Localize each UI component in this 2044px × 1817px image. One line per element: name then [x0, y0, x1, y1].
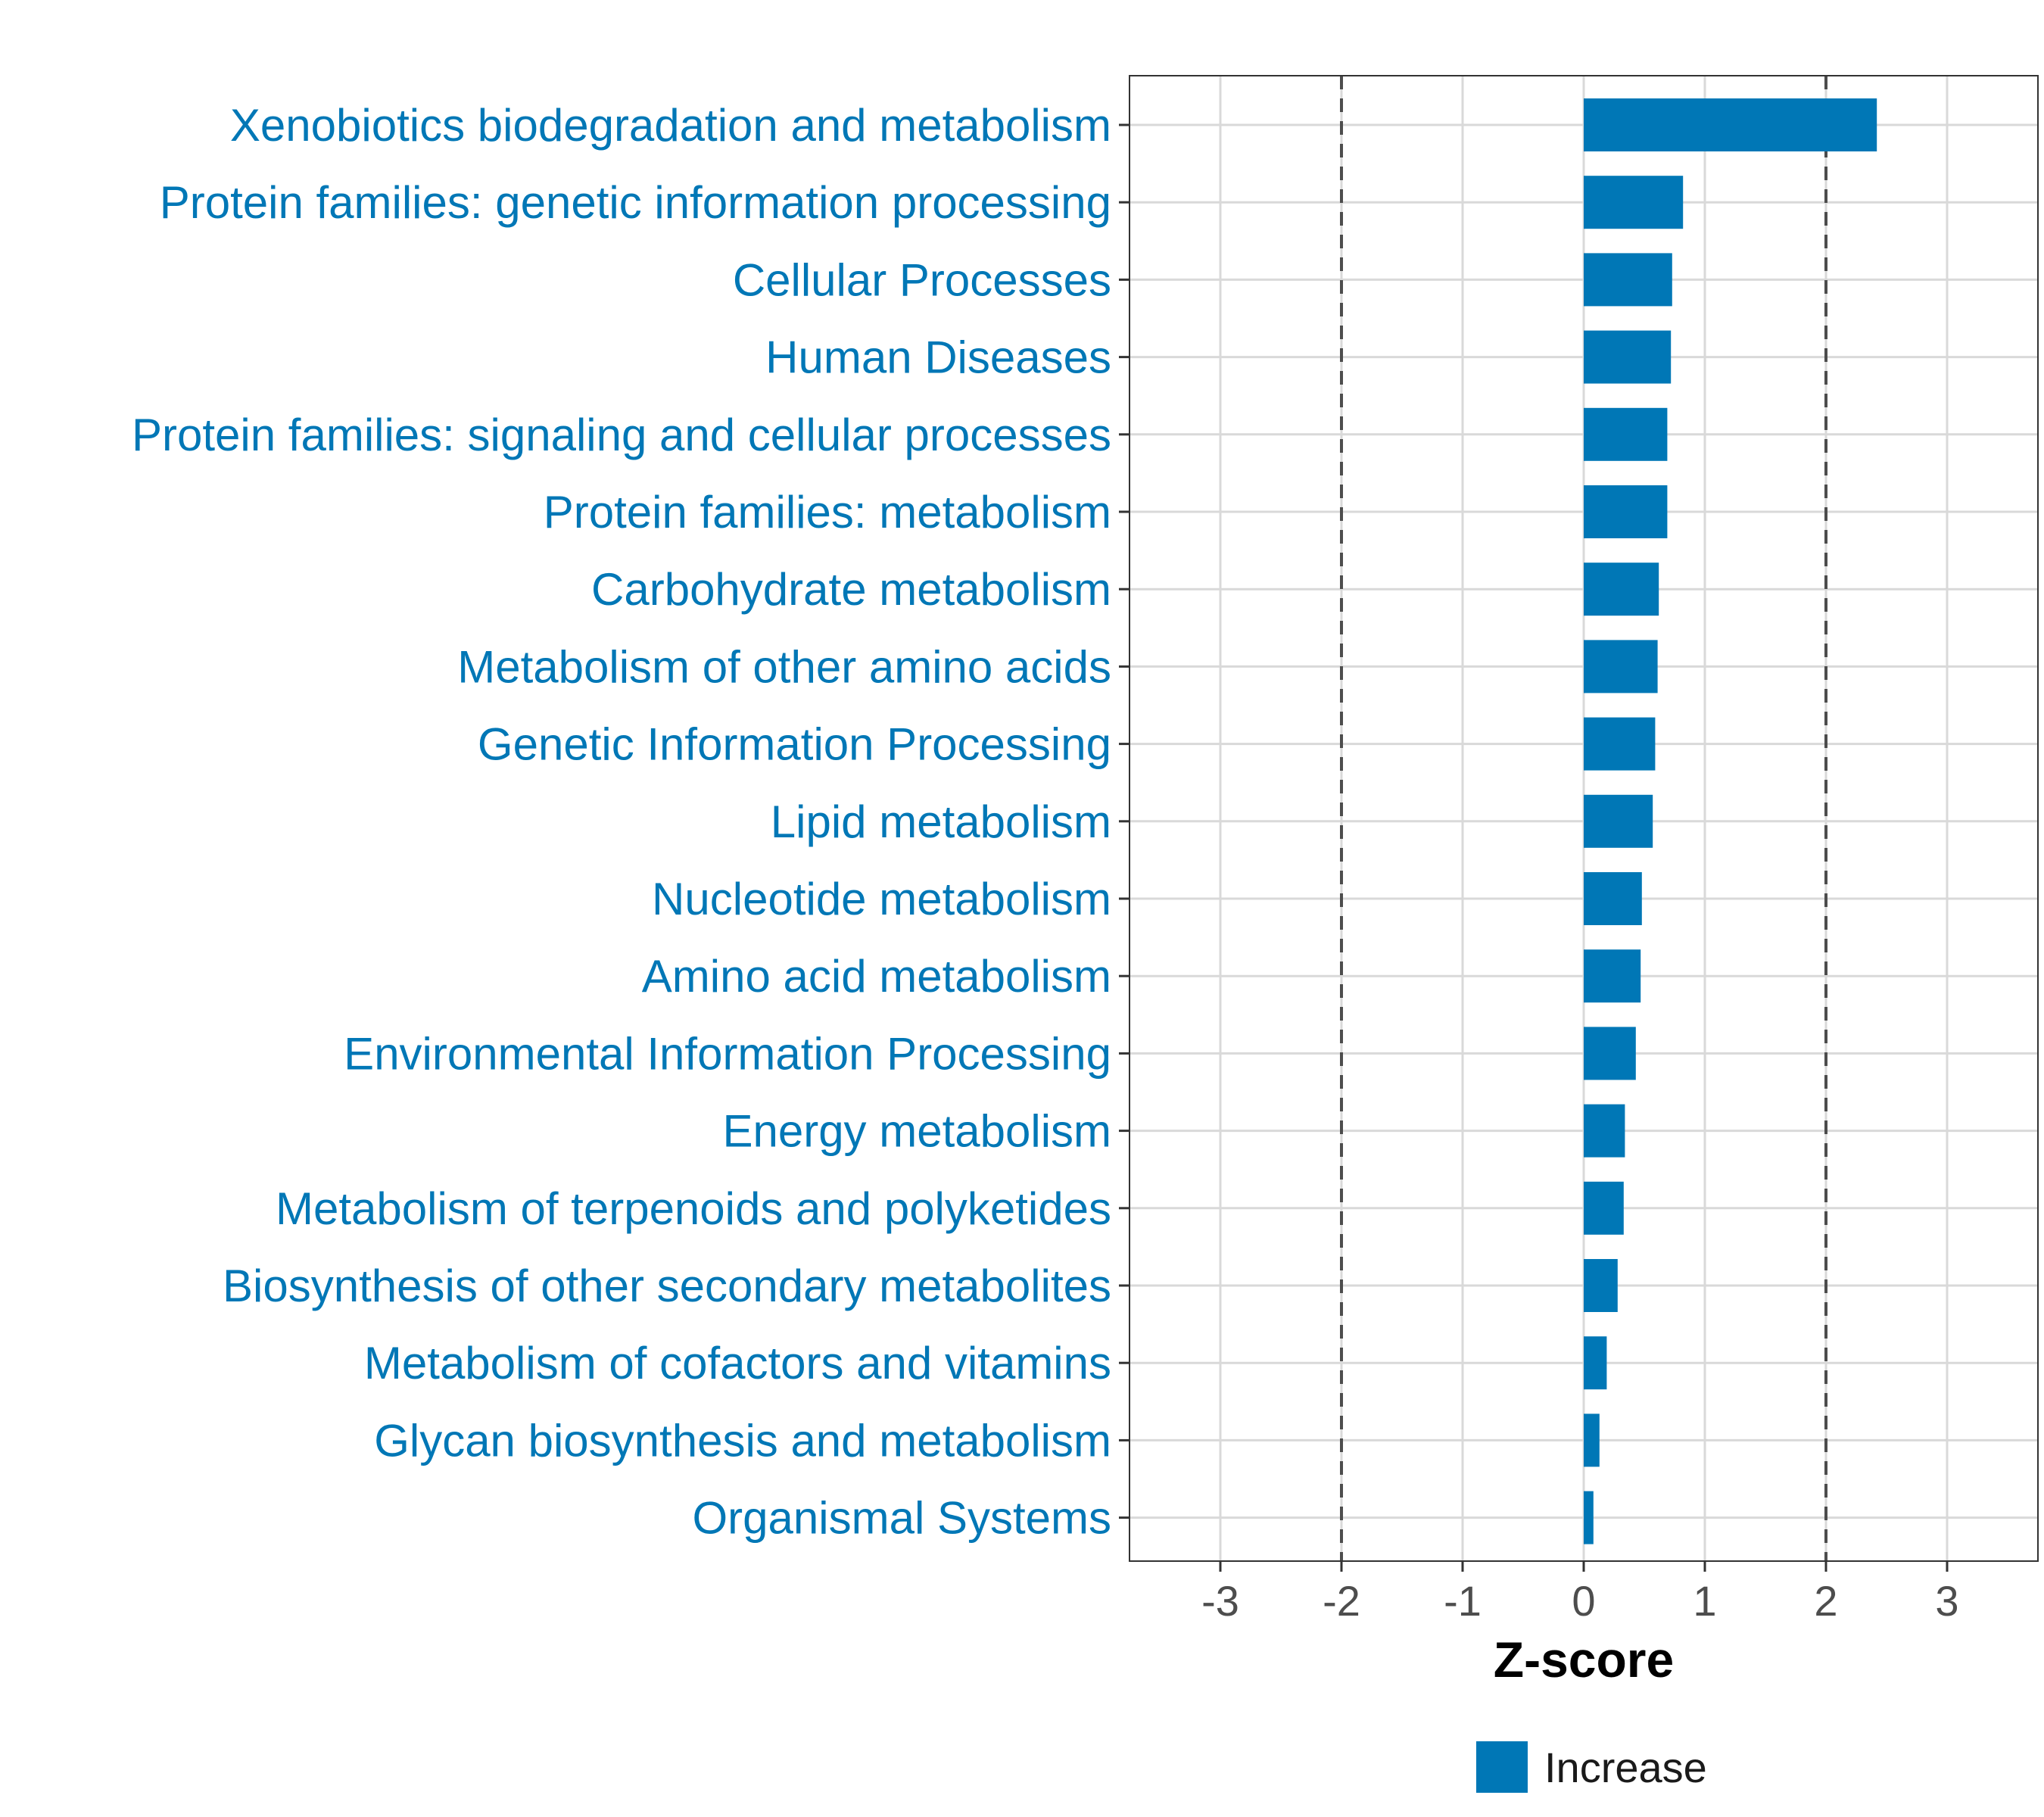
category-label: Protein families: metabolism: [544, 487, 1111, 538]
category-label: Energy metabolism: [722, 1106, 1111, 1157]
category-label: Cellular Processes: [733, 254, 1111, 305]
legend-key-increase: [1476, 1741, 1528, 1793]
category-label: Protein families: genetic information pr…: [160, 177, 1111, 228]
category-label: Carbohydrate metabolism: [591, 564, 1111, 615]
x-tick-label: 2: [1814, 1577, 1837, 1625]
y-axis-labels: Xenobiotics biodegradation and metabolis…: [132, 100, 1111, 1544]
x-tick-label: 3: [1935, 1577, 1958, 1625]
bar: [1584, 407, 1668, 461]
x-tick-label: -3: [1201, 1577, 1239, 1625]
legend: Increase: [1476, 1741, 1707, 1793]
x-tick-label: 0: [1572, 1577, 1595, 1625]
x-tick-label: -2: [1323, 1577, 1360, 1625]
category-label: Genetic Information Processing: [478, 719, 1111, 770]
y-axis-ticks: [1119, 123, 1129, 1519]
bar: [1584, 176, 1684, 229]
x-axis-tick-labels: -3 -2 -1 0 1 2 3: [1201, 1577, 1958, 1625]
legend-label-increase: Increase: [1544, 1744, 1707, 1791]
bar: [1584, 1259, 1618, 1312]
bars: [1584, 98, 1877, 1544]
category-label: Nucleotide metabolism: [652, 874, 1111, 924]
bar: [1584, 253, 1672, 307]
bar: [1584, 1413, 1600, 1467]
x-tick-label: -1: [1444, 1577, 1482, 1625]
category-label: Lipid metabolism: [771, 796, 1111, 847]
bar: [1584, 794, 1653, 848]
category-label: Metabolism of cofactors and vitamins: [364, 1338, 1111, 1388]
x-axis-ticks: [1219, 1561, 1949, 1572]
bar: [1584, 872, 1642, 925]
category-label: Metabolism of terpenoids and polyketides: [276, 1183, 1111, 1234]
bar: [1584, 1491, 1594, 1544]
category-label: Biosynthesis of other secondary metaboli…: [223, 1261, 1111, 1311]
category-label: Organismal Systems: [693, 1493, 1111, 1544]
category-label: Protein families: signaling and cellular…: [132, 410, 1111, 460]
bar: [1584, 949, 1641, 1003]
bar: [1584, 640, 1658, 693]
bar: [1584, 1027, 1636, 1080]
category-label: Human Diseases: [765, 332, 1111, 383]
bar: [1584, 1336, 1607, 1390]
bar: [1584, 1181, 1624, 1235]
bar: [1584, 717, 1656, 771]
x-axis-title: Z-score: [1494, 1632, 1674, 1688]
category-label: Environmental Information Processing: [344, 1028, 1111, 1079]
bar: [1584, 563, 1659, 616]
x-tick-label: 1: [1693, 1577, 1716, 1625]
bar: [1584, 485, 1668, 538]
bar: [1584, 1104, 1625, 1158]
category-label: Metabolism of other amino acids: [457, 641, 1111, 692]
bar: [1584, 330, 1672, 384]
category-label: Xenobiotics biodegradation and metabolis…: [230, 100, 1111, 151]
bar: [1584, 98, 1877, 151]
category-label: Glycan biosynthesis and metabolism: [374, 1415, 1111, 1466]
reference-lines: [1340, 76, 1827, 1561]
category-label: Amino acid metabolism: [642, 951, 1111, 1002]
